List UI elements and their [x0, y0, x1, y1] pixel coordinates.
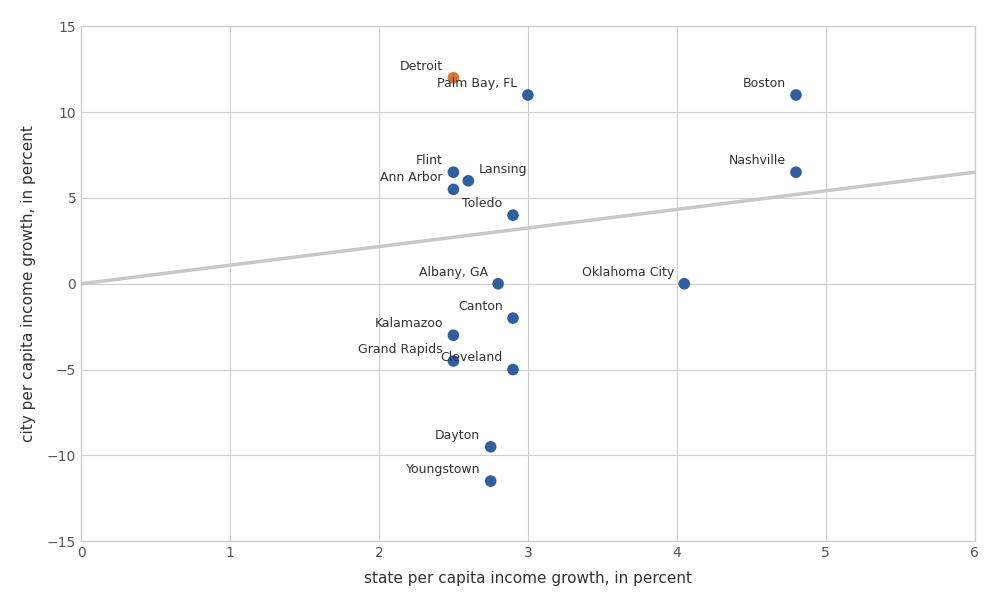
Point [505, 365, 521, 375]
Text: Albany, GA: Albany, GA [419, 266, 488, 279]
Point [505, 210, 521, 220]
Text: Dayton: Dayton [435, 429, 480, 442]
Point [460, 176, 476, 186]
Point [445, 330, 461, 340]
Text: Youngstown: Youngstown [406, 463, 480, 476]
Text: Oklahoma City: Oklahoma City [582, 266, 674, 279]
Point [505, 313, 521, 323]
Text: Kalamazoo: Kalamazoo [374, 317, 443, 330]
Point [520, 90, 536, 100]
Text: Grand Rapids: Grand Rapids [358, 343, 443, 356]
Point [483, 476, 499, 486]
Point [445, 73, 461, 83]
Text: Flint: Flint [416, 154, 443, 167]
Point [788, 90, 804, 100]
Point [445, 168, 461, 177]
Y-axis label: city per capita income growth, in percent: city per capita income growth, in percen… [21, 125, 36, 443]
Text: Palm Bay, FL: Palm Bay, FL [437, 77, 517, 90]
Text: Toledo: Toledo [462, 197, 503, 210]
Text: Nashville: Nashville [728, 154, 786, 167]
Point [445, 185, 461, 194]
Point [788, 168, 804, 177]
Point [490, 279, 506, 288]
Text: Boston: Boston [742, 77, 786, 90]
Point [483, 442, 499, 452]
Text: Detroit: Detroit [400, 59, 443, 73]
Point [676, 279, 692, 288]
Text: Ann Arbor: Ann Arbor [380, 171, 443, 184]
Text: Cleveland: Cleveland [440, 351, 503, 364]
Text: Canton: Canton [458, 300, 503, 313]
Point [445, 356, 461, 366]
Text: Lansing: Lansing [479, 163, 527, 175]
X-axis label: state per capita income growth, in percent: state per capita income growth, in perce… [364, 571, 692, 586]
